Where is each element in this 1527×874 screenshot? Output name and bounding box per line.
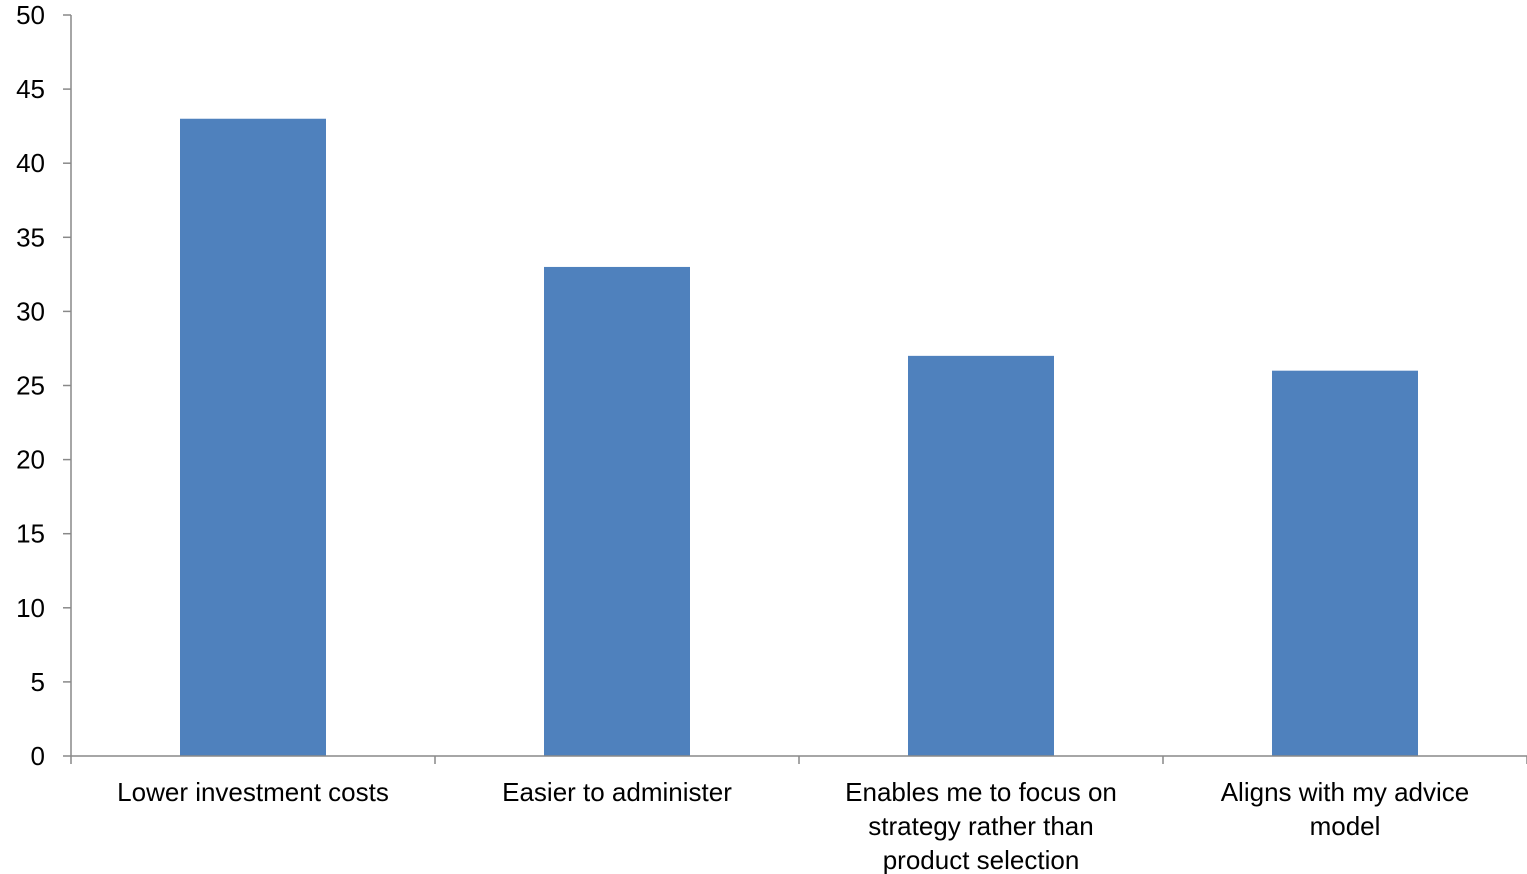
y-tick-label: 40	[16, 148, 45, 178]
y-tick-label: 35	[16, 222, 45, 252]
bar	[180, 118, 326, 757]
y-tick-label: 5	[31, 667, 45, 697]
y-tick-label: 10	[16, 593, 45, 623]
y-tick-label: 30	[16, 296, 45, 326]
y-tick-label: 0	[31, 741, 45, 771]
y-tick-label: 20	[16, 445, 45, 475]
x-category-label: Aligns with my advice model	[1221, 777, 1470, 841]
y-tick-label: 15	[16, 519, 45, 549]
bars	[180, 118, 1418, 757]
x-axis: Lower investment costs Easier to administ…	[70, 755, 1527, 874]
y-axis: 0 5 10 15 20 25 30 35 40 45 50	[16, 0, 72, 771]
bar	[544, 266, 690, 756]
bar	[908, 355, 1054, 756]
bar	[1272, 370, 1418, 756]
y-tick-label: 25	[16, 371, 45, 401]
y-tick-label: 50	[16, 0, 45, 30]
x-category-label: Lower investment costs	[117, 777, 389, 807]
y-tick-label: 45	[16, 74, 45, 104]
x-category-label: Enables me to focus on strategy rather th…	[845, 777, 1117, 874]
x-category-label: Easier to administer	[502, 777, 732, 807]
